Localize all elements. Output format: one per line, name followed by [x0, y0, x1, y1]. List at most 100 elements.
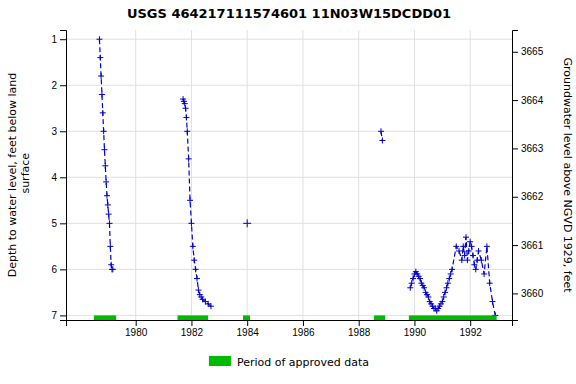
tick-mark [247, 320, 248, 326]
marker [183, 105, 189, 111]
marker [105, 202, 111, 208]
plot: 1980198219841986198819901992123456736603… [6, 6, 574, 369]
tick-mark [359, 320, 360, 326]
marker [182, 101, 188, 107]
marker [183, 114, 189, 120]
marker [409, 280, 415, 286]
line [410, 237, 495, 315]
tick-label: 1986 [292, 327, 315, 338]
tick: 4 [51, 172, 66, 183]
marker [208, 303, 214, 309]
tick-label: 7 [51, 310, 57, 321]
marker [464, 257, 470, 263]
legend-label: Period of approved data [237, 356, 369, 369]
marker [466, 248, 472, 254]
marker [443, 285, 449, 291]
marker [476, 248, 482, 254]
tick-label: 1990 [404, 327, 427, 338]
tick: 1990 [404, 320, 427, 338]
tick-label: 3662 [521, 191, 544, 202]
marker [478, 257, 484, 263]
marker [410, 276, 416, 282]
segment [96, 36, 115, 272]
marker [378, 128, 384, 134]
marker [107, 243, 113, 249]
tick-mark [60, 177, 66, 178]
marker [186, 156, 192, 162]
marker [407, 285, 413, 291]
marker [100, 110, 106, 116]
grid-line [247, 30, 248, 320]
tick-mark [303, 320, 304, 326]
marker [473, 266, 479, 272]
marker [441, 294, 447, 300]
tick-mark [512, 197, 518, 198]
tick-label: 1984 [237, 327, 260, 338]
axis-line [513, 31, 519, 321]
marker [101, 128, 107, 134]
marker [470, 253, 476, 259]
marker [243, 219, 251, 227]
tick-mark [512, 100, 518, 101]
tick-label: 1982 [181, 327, 204, 338]
tick-mark [60, 131, 66, 132]
marker [439, 299, 445, 305]
tick-label: 5 [51, 218, 57, 229]
marker [101, 147, 107, 153]
tick: 6 [51, 264, 66, 275]
marker [442, 289, 448, 295]
grid-line [470, 30, 471, 320]
line [183, 99, 211, 306]
marker [188, 220, 194, 226]
segment [180, 96, 214, 309]
segment [378, 128, 385, 143]
approved-bar [409, 315, 497, 320]
marker [104, 193, 110, 199]
marker [190, 243, 196, 249]
approved-bar [243, 315, 250, 320]
tick-label: 1992 [460, 327, 483, 338]
tick: 1988 [348, 320, 371, 338]
tick-label: 3660 [521, 288, 544, 299]
tick-label: 1 [51, 34, 57, 45]
marker [417, 276, 423, 282]
axis-line [67, 321, 513, 327]
y2-axis-label: Groundwater level above NGVD 1929, feet [561, 57, 574, 293]
marker [379, 137, 385, 143]
marker [467, 239, 473, 245]
tick: 2 [51, 80, 66, 91]
grid-line [191, 30, 192, 320]
marker [102, 163, 108, 169]
marker [448, 271, 454, 277]
tick-mark [60, 39, 66, 40]
grid-line [66, 269, 512, 270]
tick: 1986 [292, 320, 315, 338]
segment [243, 219, 251, 227]
tick-label: 4 [51, 172, 57, 183]
marker [484, 243, 490, 249]
tick-label: 1988 [348, 327, 371, 338]
legend: Period of approved data [209, 356, 369, 369]
x-axis: 1980198219841986198819901992 [67, 320, 513, 338]
grid-line [135, 30, 136, 320]
marker [421, 285, 427, 291]
tick-label: 6 [51, 264, 57, 275]
tick-label: 3 [51, 126, 57, 137]
marker [194, 276, 200, 282]
marker [459, 257, 465, 263]
tick: 1 [51, 34, 66, 45]
marker [106, 211, 112, 217]
marks [94, 36, 498, 320]
axis-line [60, 31, 67, 321]
tick-mark [512, 52, 518, 53]
approved-bar [94, 315, 116, 320]
marker [469, 243, 475, 249]
grid-line [66, 223, 512, 224]
marker [96, 36, 102, 42]
tick-mark [512, 148, 518, 149]
approved-bar [374, 315, 385, 320]
tick-mark [136, 320, 137, 326]
marker [191, 257, 197, 263]
marker [456, 248, 462, 254]
marker [446, 276, 452, 282]
